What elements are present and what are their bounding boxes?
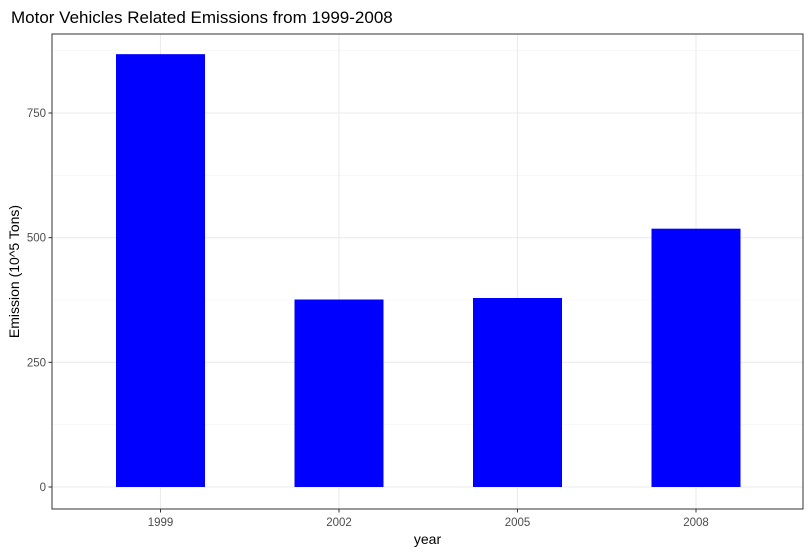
bar-2005 — [473, 298, 562, 487]
y-axis-ticks: 0 250 500 750 — [27, 108, 52, 494]
x-tick-label: 2008 — [683, 517, 709, 529]
x-tick-label: 1999 — [148, 517, 174, 529]
bar-1999 — [116, 54, 205, 487]
chart-title: Motor Vehicles Related Emissions from 19… — [11, 8, 393, 27]
y-axis-title: Emission (10^5 Tons) — [6, 205, 22, 338]
x-axis-title: year — [414, 531, 442, 547]
y-tick-label: 750 — [27, 108, 46, 120]
y-tick-label: 250 — [27, 357, 46, 369]
bar-2002 — [294, 299, 384, 487]
y-tick-label: 500 — [27, 233, 46, 245]
bars — [116, 54, 741, 487]
y-tick-label: 0 — [40, 482, 46, 494]
x-tick-label: 2005 — [505, 517, 531, 529]
bar-2008 — [651, 228, 741, 487]
x-axis-ticks: 1999 2002 2005 2008 — [148, 509, 709, 529]
x-tick-label: 2002 — [326, 517, 352, 529]
panel-border — [51, 33, 804, 510]
